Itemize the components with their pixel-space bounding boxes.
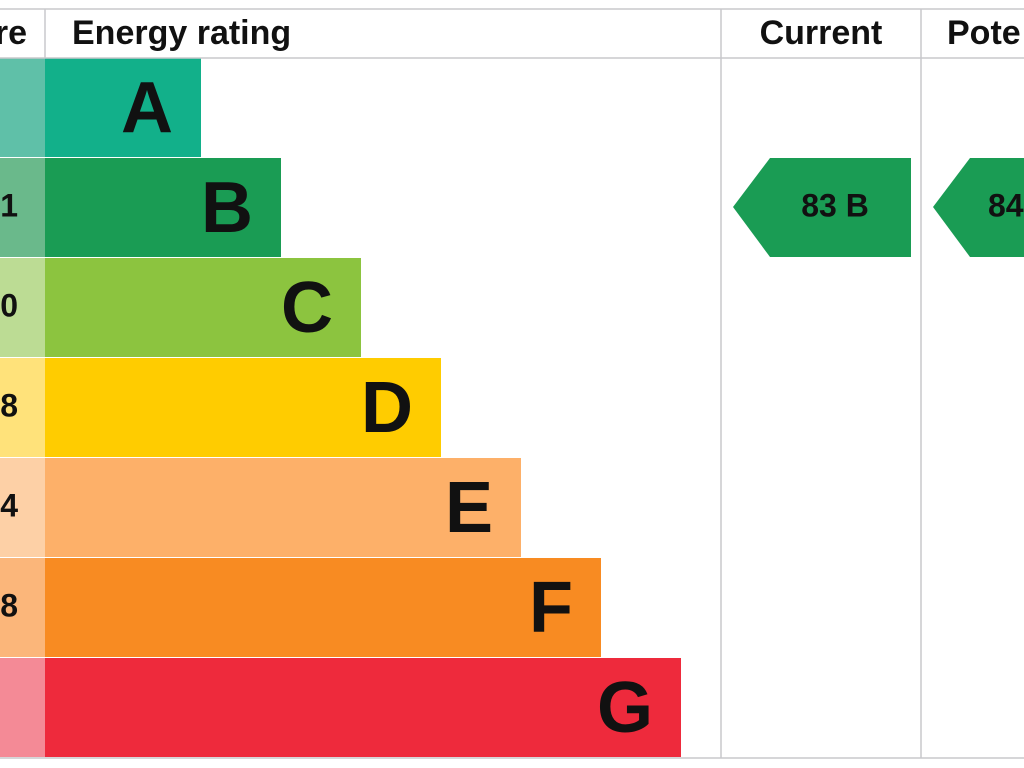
rating-bar bbox=[45, 358, 441, 457]
rating-bar bbox=[45, 58, 201, 157]
band-letter: A bbox=[121, 68, 173, 148]
score-cell bbox=[0, 158, 45, 257]
rating-bar bbox=[45, 458, 521, 557]
band-letter: B bbox=[201, 168, 253, 248]
score-cell bbox=[0, 258, 45, 357]
potential-arrow bbox=[933, 158, 1024, 257]
band-letter: D bbox=[361, 368, 413, 448]
score-cell bbox=[0, 358, 45, 457]
current-header: Current bbox=[760, 14, 883, 52]
header: re Energy rating Current Pote bbox=[0, 14, 1021, 52]
rating-rows: AB 1 C 0 D 8 E 4 F 8 G bbox=[0, 58, 681, 757]
band-letter: F bbox=[529, 568, 573, 648]
score-range: 8 bbox=[0, 387, 18, 423]
potential-indicator: 84 bbox=[933, 158, 1024, 257]
current-arrow bbox=[733, 158, 911, 257]
score-cell bbox=[0, 458, 45, 557]
energy-rating-header: Energy rating bbox=[72, 14, 291, 52]
score-cell bbox=[0, 58, 45, 157]
current-rating: 83 B bbox=[801, 187, 869, 223]
rating-bar bbox=[45, 258, 361, 357]
score-range: 0 bbox=[0, 287, 18, 323]
rating-bar bbox=[45, 658, 681, 757]
score-range: 8 bbox=[0, 587, 18, 623]
band-letter: E bbox=[445, 468, 493, 548]
band-letter: G bbox=[597, 668, 653, 748]
score-cell bbox=[0, 558, 45, 657]
potential-rating: 84 bbox=[988, 187, 1024, 223]
potential-header: Pote bbox=[947, 14, 1021, 52]
rating-bar bbox=[45, 558, 601, 657]
grid-lines bbox=[0, 8, 1024, 759]
score-header: re bbox=[0, 14, 27, 52]
score-cell bbox=[0, 658, 45, 757]
band-letter: C bbox=[281, 268, 333, 348]
rating-bar bbox=[45, 158, 281, 257]
score-range: 1 bbox=[0, 187, 18, 223]
current-indicator: 83 B bbox=[733, 158, 911, 257]
score-range: 4 bbox=[0, 487, 18, 523]
